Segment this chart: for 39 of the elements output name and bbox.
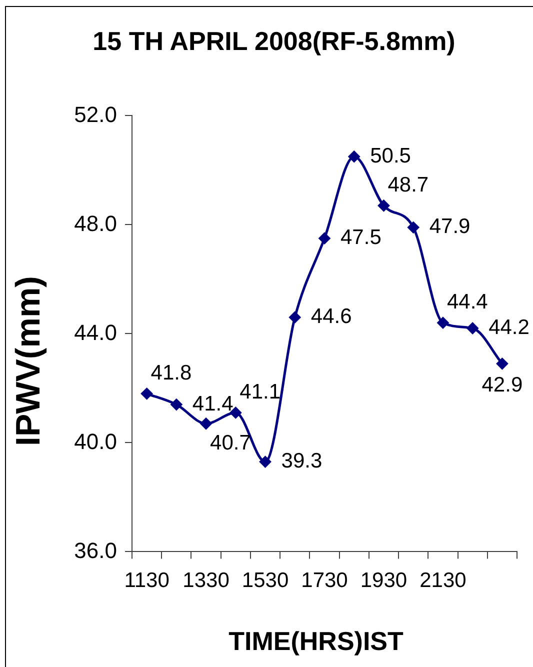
- point: [200, 418, 212, 430]
- data-label: 44.4: [446, 290, 488, 314]
- x-tick-label: 1530: [242, 569, 289, 592]
- point: [288, 311, 301, 324]
- point: [259, 456, 272, 468]
- data-label: 40.7: [210, 431, 251, 454]
- y-tick-label: 36.0: [74, 538, 117, 563]
- point: [348, 150, 360, 163]
- x-axis-title: TIME(HRS)IST: [228, 626, 404, 656]
- point: [466, 322, 479, 334]
- x-tick-label: 1730: [301, 569, 348, 592]
- point: [407, 221, 420, 234]
- data-label: 48.7: [388, 173, 429, 196]
- data-label: 41.8: [150, 361, 192, 384]
- y-tick-label: 40.0: [74, 428, 117, 454]
- point: [170, 398, 182, 411]
- data-label: 50.5: [370, 144, 411, 168]
- point: [140, 388, 153, 400]
- data-label: 47.9: [429, 215, 470, 238]
- data-label: 41.4: [192, 392, 234, 416]
- x-tick-label: 1930: [360, 569, 408, 592]
- point: [496, 358, 508, 370]
- point: [378, 200, 390, 212]
- data-label: 44.6: [310, 305, 352, 328]
- x-tick-label: 1330: [182, 569, 230, 592]
- x-tick-label: 2130: [420, 569, 466, 592]
- data-label: 39.3: [281, 450, 322, 473]
- point: [318, 232, 330, 244]
- data-label: 41.1: [240, 380, 281, 404]
- data-label: 44.2: [488, 316, 530, 340]
- point: [436, 316, 449, 329]
- x-tick-label: 1130: [124, 569, 170, 592]
- data-label: 47.5: [340, 226, 382, 250]
- data-label: 42.9: [482, 373, 523, 396]
- chart-title: 15 TH APRIL 2008(RF-5.8mm): [92, 26, 456, 56]
- y-tick-label: 52.0: [74, 102, 117, 127]
- y-tick-label: 44.0: [74, 320, 117, 345]
- y-axis-title: IPWV(mm): [9, 276, 48, 446]
- y-tick-label: 48.0: [74, 210, 117, 236]
